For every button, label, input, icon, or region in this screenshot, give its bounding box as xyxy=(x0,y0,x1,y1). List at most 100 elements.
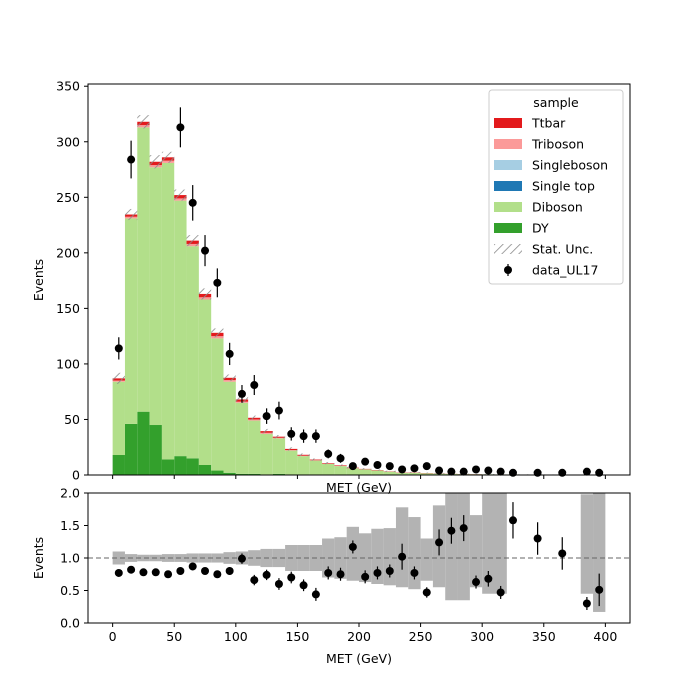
data-point xyxy=(410,464,419,473)
ratio-point xyxy=(435,538,444,547)
stat-unc-hatch xyxy=(469,473,483,475)
legend-marker-point xyxy=(504,266,512,274)
legend-label: Triboson xyxy=(531,137,584,152)
stat-unc-hatch xyxy=(359,468,372,470)
bar-diboson xyxy=(371,470,384,475)
unc-band-bin xyxy=(223,552,236,564)
ratio-point xyxy=(348,542,357,551)
y-tick-label: 1.0 xyxy=(60,551,80,566)
y-tick-label: 350 xyxy=(56,79,80,94)
bar-diboson xyxy=(322,463,335,475)
ratio-point xyxy=(472,578,481,587)
bar-diboson xyxy=(383,471,396,475)
bar-diboson xyxy=(260,433,273,475)
stat-unc-hatch xyxy=(272,435,286,439)
y-tick-label: 300 xyxy=(56,134,80,149)
bar-dy xyxy=(112,455,125,475)
ratio-point xyxy=(533,534,542,543)
data-point xyxy=(237,389,246,398)
stat-unc-hatch xyxy=(260,428,273,434)
legend-swatch xyxy=(494,181,522,191)
ratio-point xyxy=(496,588,505,597)
unc-band-bin xyxy=(359,533,372,583)
data-point xyxy=(472,465,481,474)
ratio-point xyxy=(595,585,604,594)
bar-dy xyxy=(161,459,175,475)
ratio-points xyxy=(114,502,604,610)
stat-unc-hatch xyxy=(161,151,175,163)
bar-diboson xyxy=(297,456,310,475)
stat-unc-hatch xyxy=(408,472,421,473)
data-point xyxy=(176,123,185,132)
data-point xyxy=(114,344,123,353)
y-tick-label: 2.0 xyxy=(60,486,80,501)
unc-band-bin xyxy=(137,554,150,562)
legend-box xyxy=(488,89,624,285)
stacked-bars xyxy=(112,121,606,475)
data-point xyxy=(582,467,591,476)
data-point xyxy=(447,467,456,476)
stat-unc-hatch xyxy=(198,288,212,300)
y-tick-label: 200 xyxy=(56,245,80,260)
ratio-point xyxy=(237,554,246,563)
ratio-point xyxy=(164,570,173,579)
legend-swatch xyxy=(494,202,522,212)
stat-unc-hatch xyxy=(334,464,347,467)
data-point xyxy=(533,468,542,477)
ratio-point xyxy=(213,570,222,579)
data-point xyxy=(435,466,444,475)
ratio-point xyxy=(188,562,197,571)
x-tick-label: 200 xyxy=(347,629,371,644)
data-point xyxy=(373,461,382,470)
legend-label: Ttbar xyxy=(531,116,566,131)
bar-dy xyxy=(186,458,199,475)
data-point xyxy=(188,198,197,207)
main-histogram-panel: 0 50 100 150 200 250 300 350 MET (GeV) Events xyxy=(31,79,631,495)
ratio-point xyxy=(484,574,493,583)
ratio-point xyxy=(262,570,271,579)
main-x-ticks xyxy=(112,475,606,479)
legend-label: Singleboson xyxy=(532,158,608,173)
stat-unc-hatch xyxy=(186,235,199,247)
bar-diboson xyxy=(211,338,224,471)
ratio-point xyxy=(508,516,517,525)
ratio-point xyxy=(582,599,591,608)
ratio-point xyxy=(250,576,259,585)
unc-band-bin xyxy=(420,538,433,581)
legend-label: Stat. Unc. xyxy=(532,242,593,257)
legend-swatch xyxy=(494,160,522,170)
main-x-axis-label: MET (GeV) xyxy=(326,480,392,495)
data-point xyxy=(213,278,222,287)
bar-diboson xyxy=(161,162,175,460)
data-point xyxy=(287,429,296,438)
ratio-point xyxy=(127,565,136,574)
unc-band-bin xyxy=(469,515,483,588)
y-tick-label: 0.5 xyxy=(60,583,80,598)
x-tick-label: 250 xyxy=(409,629,433,644)
data-point xyxy=(595,468,604,477)
data-point xyxy=(299,432,308,441)
bar-diboson xyxy=(174,200,187,457)
bar-dy xyxy=(223,472,236,475)
stat-unc-hatch xyxy=(124,208,138,221)
bar-diboson xyxy=(272,438,286,474)
data-point xyxy=(262,412,271,421)
bar-dy xyxy=(137,411,150,475)
bar-diboson xyxy=(395,472,409,475)
data-point xyxy=(484,466,493,475)
y-tick-label: 100 xyxy=(56,356,80,371)
y-tick-label: 150 xyxy=(56,301,80,316)
ratio-point xyxy=(114,568,123,577)
ratio-point xyxy=(336,570,345,579)
unc-band-bin xyxy=(593,493,606,612)
data-points xyxy=(114,107,604,477)
unc-band-bin xyxy=(457,493,470,601)
bar-diboson xyxy=(248,420,261,474)
ratio-point xyxy=(176,567,185,575)
ratio-point xyxy=(558,549,567,558)
ratio-x-ticks: 0 50 100 150 200 250 300 350 400 xyxy=(109,623,617,644)
unc-band-bin xyxy=(272,548,286,568)
stat-unc-hatch xyxy=(297,453,310,457)
x-tick-label: 0 xyxy=(109,629,117,644)
